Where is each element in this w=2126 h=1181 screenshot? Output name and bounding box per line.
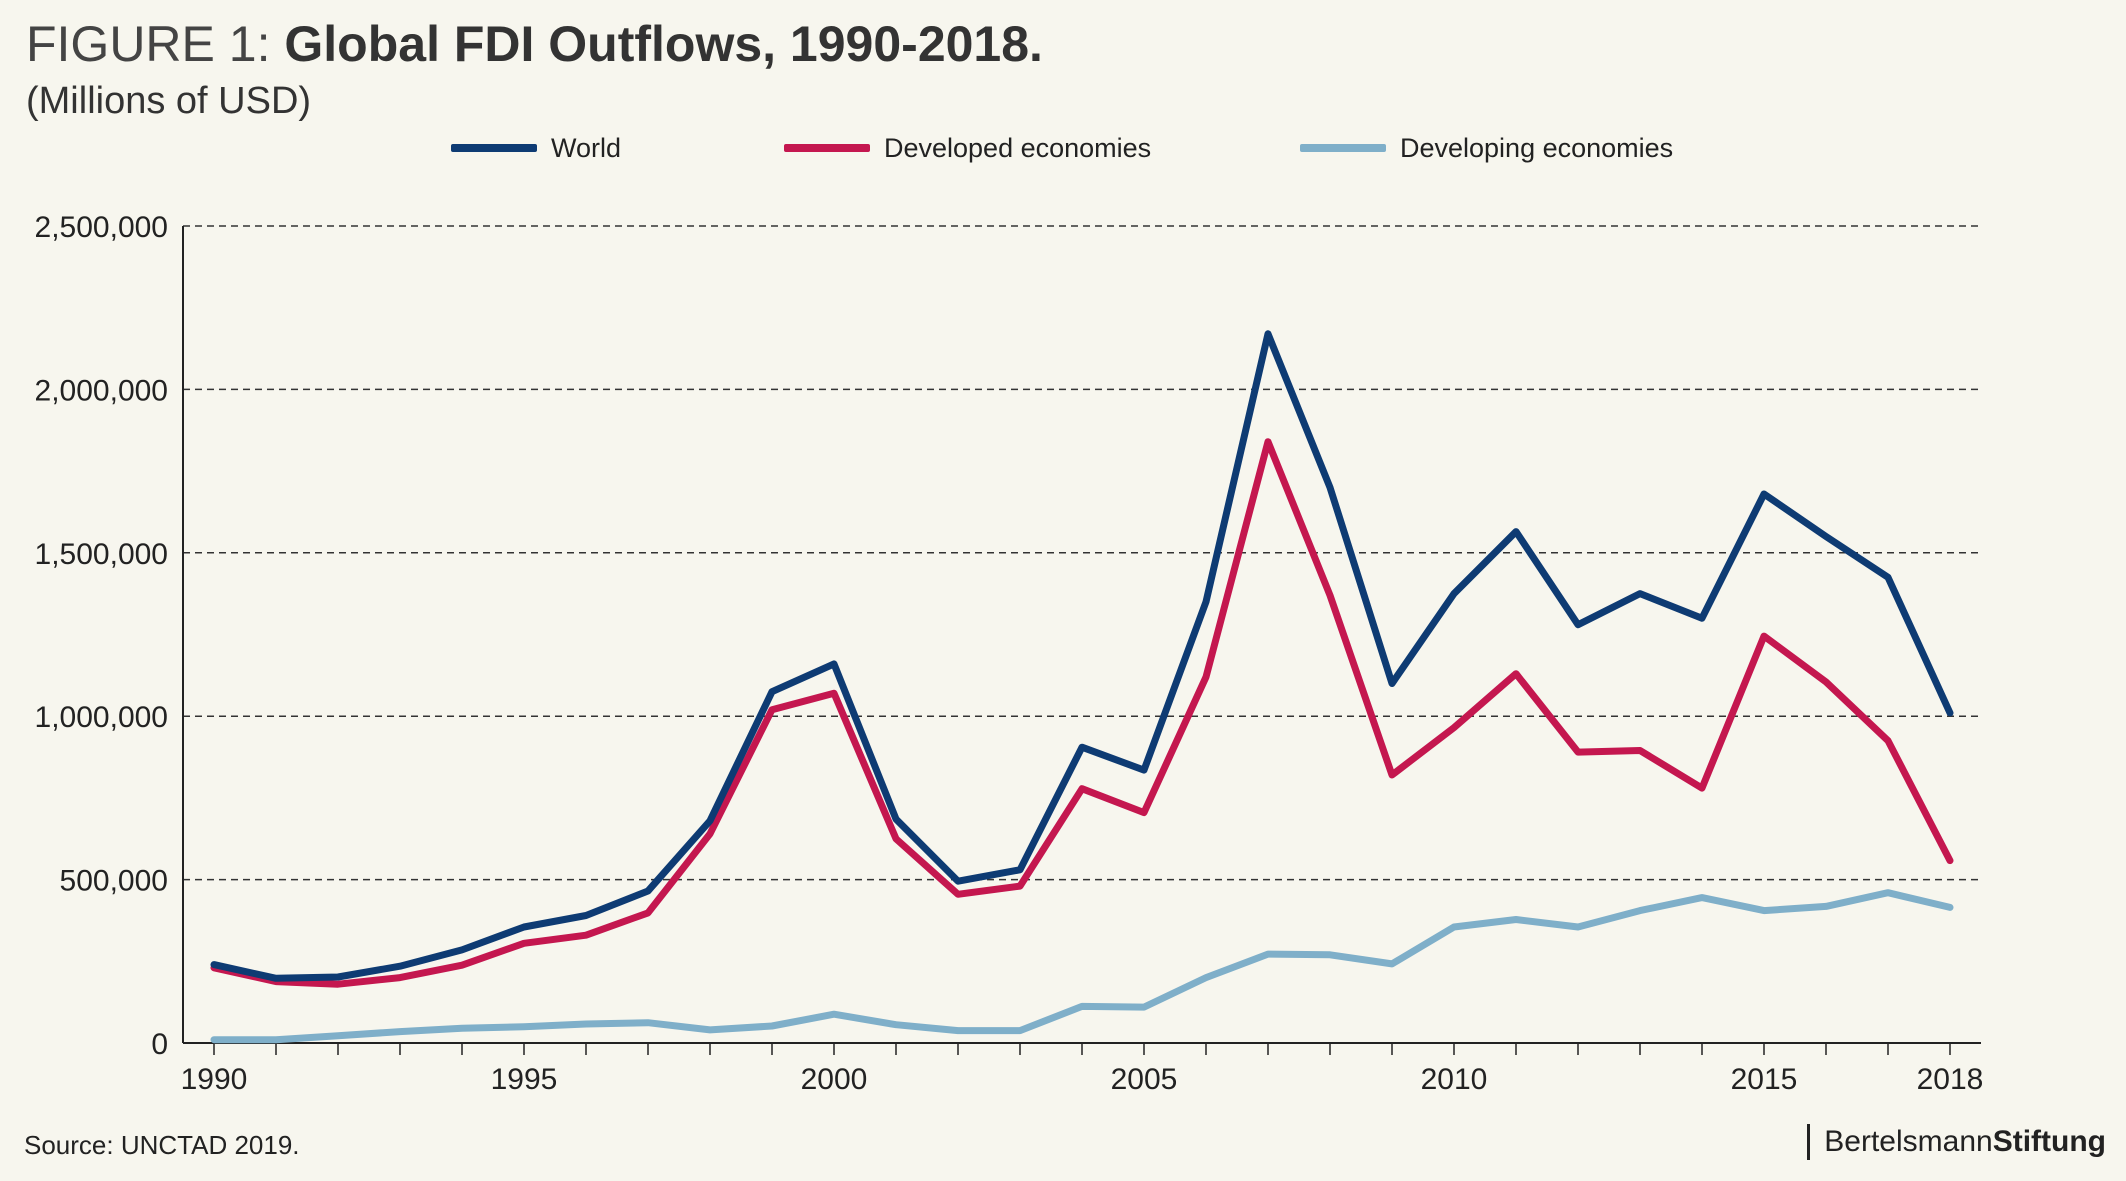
legend-label-world: World xyxy=(551,132,622,163)
y-tick-label-0: 0 xyxy=(151,1028,168,1061)
y-tick-label-1: 500,000 xyxy=(60,865,168,898)
legend-item-developing: Developing economies xyxy=(1300,128,1673,168)
legend: World Developed economies Developing eco… xyxy=(0,128,2126,168)
legend-item-world: World xyxy=(451,128,621,168)
chart-subtitle: (Millions of USD) xyxy=(26,80,312,122)
legend-item-developed: Developed economies xyxy=(784,128,1151,168)
x-tick-label-2015: 2015 xyxy=(1731,1063,1798,1096)
brand-part1: Bertelsmann xyxy=(1824,1125,1993,1158)
series-line-developing xyxy=(210,889,1954,1044)
title-prefix: FIGURE 1: xyxy=(26,16,271,72)
y-tick-label-4: 2,000,000 xyxy=(35,374,168,407)
brand-logo: Bertelsmann Stiftung xyxy=(1807,1124,2106,1160)
title-main: Global FDI Outflows, 1990-2018. xyxy=(284,16,1043,72)
x-tick-label-2000: 2000 xyxy=(801,1063,868,1096)
legend-swatch-developed xyxy=(784,144,870,152)
x-tick-label-1995: 1995 xyxy=(491,1063,558,1096)
source-note: Source: UNCTAD 2019. xyxy=(24,1130,300,1160)
x-tick-label-2010: 2010 xyxy=(1421,1063,1488,1096)
series-line-world xyxy=(210,330,1954,982)
legend-swatch-world xyxy=(451,144,537,152)
title-block: FIGURE 1: Global FDI Outflows, 1990-2018… xyxy=(26,14,1043,126)
legend-label-developed: Developed economies xyxy=(884,132,1152,163)
legend-label-developing: Developing economies xyxy=(1400,132,1674,163)
x-tick-label-1990: 1990 xyxy=(181,1063,248,1096)
chart-title: FIGURE 1: Global FDI Outflows, 1990-2018… xyxy=(26,14,1043,74)
y-tick-label-5: 2,500,000 xyxy=(35,211,168,244)
y-tick-label-3: 1,500,000 xyxy=(35,538,168,571)
x-tick-label-2018: 2018 xyxy=(1917,1063,1984,1096)
brand-bar xyxy=(1807,1124,1811,1160)
y-tick-label-2: 1,000,000 xyxy=(35,701,168,734)
series-line-developed xyxy=(210,438,1954,988)
x-tick-label-2005: 2005 xyxy=(1111,1063,1178,1096)
brand-part2: Stiftung xyxy=(1992,1125,2106,1158)
legend-swatch-developing xyxy=(1300,144,1386,152)
